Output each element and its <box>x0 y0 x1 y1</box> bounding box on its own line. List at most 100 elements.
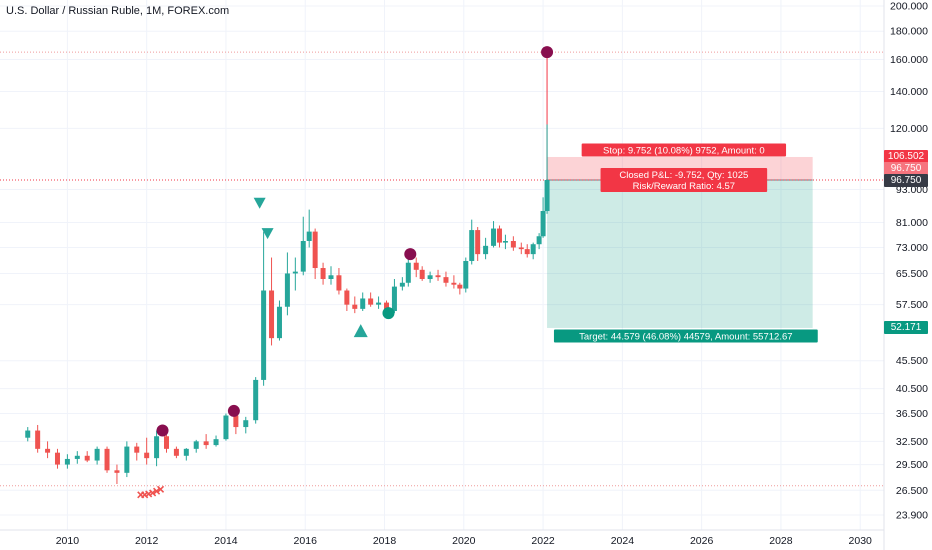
y-tick-label: 26.500 <box>896 485 928 497</box>
candle-body <box>491 228 497 246</box>
candle-body <box>544 179 550 212</box>
candle-body <box>328 275 334 280</box>
x-tick-label: 2024 <box>611 535 635 547</box>
candle-body <box>173 448 179 456</box>
pnl-label-box <box>600 167 768 192</box>
x-tick-label: 2012 <box>135 535 159 547</box>
candle-body <box>352 304 358 309</box>
stop-label-box <box>581 143 787 157</box>
candle-body <box>213 439 219 446</box>
stop-price-tag: 106.502 <box>884 150 928 164</box>
cross-marker <box>153 487 161 495</box>
x-tick-label: 2028 <box>769 535 793 547</box>
candle-body <box>35 430 41 449</box>
y-tick-label: 32.500 <box>896 436 928 448</box>
signal-triangle-down-marker <box>253 197 266 209</box>
signal-markers <box>137 46 554 499</box>
candle-body <box>300 240 306 272</box>
x-tick-label: 2018 <box>373 535 397 547</box>
candle-body <box>376 302 382 305</box>
candle-body <box>510 240 516 248</box>
candle-body <box>320 268 326 280</box>
y-tick-label: 40.500 <box>896 383 928 395</box>
candle-body <box>25 430 31 438</box>
candle-body <box>193 441 199 449</box>
y-axis: 200.000180.000160.000140.000120.00093.00… <box>890 1 928 522</box>
y-tick-label: 57.500 <box>896 299 928 311</box>
candle-body <box>536 236 542 245</box>
candle-body <box>336 275 342 291</box>
candle-body <box>399 282 405 287</box>
y-tick-label: 73.000 <box>896 242 928 254</box>
candle-body <box>261 290 267 380</box>
x-tick-label: 2030 <box>849 535 873 547</box>
candle-body <box>134 446 140 453</box>
candle-body <box>344 290 350 305</box>
candle-body <box>64 458 70 465</box>
candle-body <box>368 298 374 305</box>
entry-price-tag: 96.750 <box>884 162 928 176</box>
x-tick-label: 2016 <box>294 535 318 547</box>
y-tick-label: 45.500 <box>896 355 928 367</box>
candle-body <box>469 230 475 261</box>
candle-body <box>104 448 110 471</box>
candle-body <box>451 282 457 285</box>
candle-body <box>124 446 130 473</box>
candle-body <box>463 260 469 289</box>
candle-body <box>475 230 481 255</box>
candle-body <box>114 470 120 473</box>
target-label-text: Target: 44.579 (46.08%) 44579, Amount: 5… <box>579 331 792 342</box>
y-tick-label: 140.000 <box>890 86 928 98</box>
signal-circle-marker <box>404 248 417 261</box>
y-tick-label: 120.000 <box>890 123 928 135</box>
y-tick-label: 180.000 <box>890 26 928 38</box>
candle-body <box>540 211 546 237</box>
candle-body <box>284 273 290 307</box>
cross-marker <box>149 489 157 497</box>
x-tick-label: 2022 <box>531 535 555 547</box>
target-zone <box>547 179 813 328</box>
candle-body <box>306 231 312 241</box>
y-tick-label: 81.000 <box>896 217 928 229</box>
candle-body <box>269 290 275 339</box>
position-labels: Stop: 9.752 (10.08%) 9752, Amount: 0 Clos… <box>553 143 818 343</box>
candle-body <box>233 415 239 428</box>
candle-body <box>163 436 169 449</box>
candle-body <box>384 302 390 311</box>
signal-triangle-down-marker <box>261 228 274 240</box>
candle-body <box>84 455 90 461</box>
pnl-label-text: Closed P&L: -9.752, Qty: 1025 <box>619 170 748 181</box>
signal-triangle-up-marker <box>353 324 368 338</box>
candle-body <box>54 452 60 465</box>
candle-body <box>74 455 80 459</box>
last-price-tag: 96.750 <box>884 174 928 188</box>
candle-body <box>276 306 282 339</box>
candle-body <box>530 244 536 255</box>
x-tick-label: 2010 <box>56 535 80 547</box>
candle-body <box>253 379 259 421</box>
x-tick-label: 2026 <box>690 535 714 547</box>
candle-body <box>292 271 298 274</box>
target-price-tag: 52.171 <box>884 321 928 335</box>
stop-label-text: Stop: 9.752 (10.08%) 9752, Amount: 0 <box>603 145 765 156</box>
candle-body <box>524 249 530 255</box>
candle-body <box>405 262 411 283</box>
y-tick-label: 160.000 <box>890 54 928 66</box>
candle-body <box>435 275 441 278</box>
candle-body <box>144 452 150 459</box>
x-tick-label: 2020 <box>452 535 476 547</box>
candle-body <box>45 448 51 453</box>
candle-body <box>223 415 229 440</box>
candle-body <box>183 448 189 456</box>
candle-body <box>419 269 425 280</box>
candle-body <box>360 298 366 309</box>
y-tick-label: 65.500 <box>896 268 928 280</box>
signal-circle-marker <box>227 404 240 417</box>
y-tick-label: 36.500 <box>896 408 928 420</box>
y-tick-label: 29.500 <box>896 459 928 471</box>
candle-body <box>203 441 209 446</box>
signal-circle-marker <box>382 307 395 320</box>
candle-body <box>312 231 318 269</box>
horizontal-lines[interactable] <box>0 51 884 487</box>
